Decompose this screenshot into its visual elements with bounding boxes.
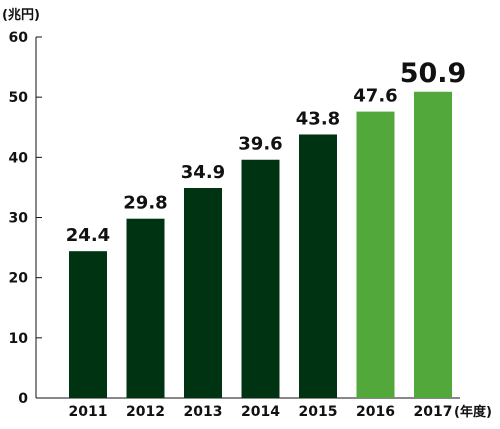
y-tick-label: 40 (9, 150, 29, 166)
bar-series (69, 91, 452, 399)
x-tick-label: 2013 (184, 404, 223, 420)
y-tick-label: 50 (9, 90, 29, 106)
bar-2017 (414, 91, 452, 399)
y-axis (35, 36, 42, 399)
x-tick-labels: 2011 2012 2013 2014 2015 2016 2017 (69, 404, 453, 420)
bar-2014 (241, 159, 280, 398)
bar-2012 (126, 218, 165, 398)
x-tick-label: 2016 (356, 404, 395, 420)
bar-2016 (356, 111, 395, 399)
bar-2015 (299, 134, 337, 398)
x-tick-label: 2014 (241, 404, 280, 420)
y-tick-label: 10 (9, 331, 29, 347)
x-axis-unit-label: (年度) (454, 404, 492, 420)
x-tick-label: 2011 (69, 404, 108, 420)
value-label-2015: 43.8 (296, 108, 340, 129)
value-label-2011: 24.4 (66, 225, 110, 246)
y-axis-unit-label: (兆円) (2, 7, 40, 23)
value-labels: 24.4 29.8 34.9 39.6 43.8 47.650.9 (66, 58, 467, 246)
y-tick-label: 60 (9, 30, 29, 46)
value-label-2017: 50.9 (400, 58, 467, 89)
y-tick-label: 0 (18, 391, 28, 407)
value-label-2016: 47.6 (353, 86, 397, 107)
y-tick-label: 30 (9, 211, 29, 227)
value-label-2013: 34.9 (181, 162, 225, 183)
x-tick-label: 2015 (299, 404, 338, 420)
y-tick-label: 20 (9, 271, 29, 287)
y-tick-labels: 0 10 20 30 40 50 60 (9, 30, 29, 407)
x-tick-label: 2012 (126, 404, 165, 420)
bar-2011 (69, 251, 107, 398)
value-label-2012: 29.8 (123, 193, 167, 214)
bar-2013 (184, 188, 222, 398)
value-label-2014: 39.6 (238, 134, 282, 155)
x-tick-label: 2017 (414, 404, 453, 420)
